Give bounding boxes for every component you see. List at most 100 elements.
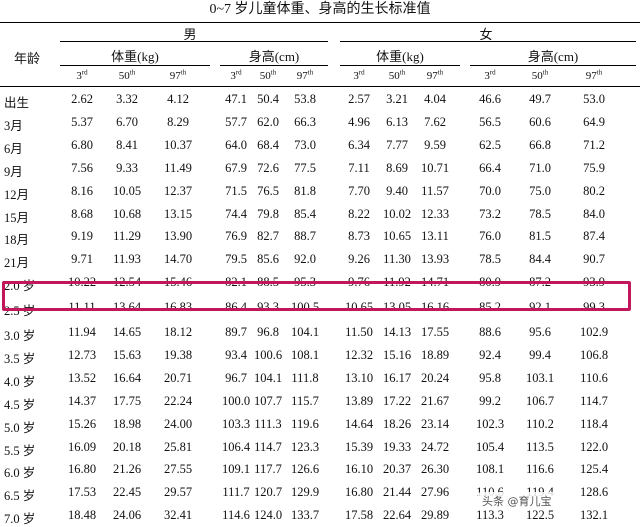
percentile-header: 97th — [568, 68, 620, 82]
table-cell: 103.3 — [221, 416, 251, 431]
table-cell: 16.64 — [112, 370, 142, 385]
table-cell: 96.8 — [257, 325, 279, 339]
table-cell: 18.12 — [163, 325, 193, 339]
table-cell: 107.7 — [253, 393, 283, 408]
row-age-label: 5.5 岁 — [4, 443, 36, 458]
female-underline — [340, 41, 636, 42]
table-cell: 17.58 — [344, 508, 374, 523]
table-cell: 14.13 — [382, 325, 412, 339]
table-cell: 113.3 — [476, 508, 504, 523]
table-cell: 64.9 — [583, 114, 605, 129]
table-cell: 133.7 — [290, 508, 320, 523]
table-cell: 11.49 — [164, 160, 192, 175]
percentile-header: 50th — [105, 68, 149, 82]
table-cell: 27.96 — [420, 485, 450, 500]
table-cell: 13.52 — [67, 370, 97, 385]
table-cell: 9.59 — [424, 137, 446, 152]
table-cell: 10.05 — [112, 183, 142, 198]
table-cell: 56.5 — [479, 114, 501, 129]
table-cell: 18.26 — [382, 416, 412, 431]
table-cell: 18.48 — [67, 508, 97, 523]
table-cell: 102.9 — [579, 325, 609, 339]
table-cell: 11.93 — [113, 252, 141, 267]
table-cell: 11.50 — [345, 325, 373, 339]
table-cell: 8.69 — [386, 160, 408, 175]
table-cell: 11.30 — [383, 252, 411, 267]
table-cell: 24.06 — [112, 508, 142, 523]
table-cell: 88.6 — [479, 325, 501, 339]
female-weight-header: 体重(kg) — [376, 49, 424, 64]
table-cell: 66.4 — [479, 160, 501, 175]
table-cell: 20.71 — [163, 370, 193, 385]
table-cell: 100.0 — [221, 393, 251, 408]
percentile-suffix: th — [596, 68, 603, 77]
age-column-header: 年龄 — [13, 51, 40, 66]
percentile-header: 3rd — [340, 68, 378, 82]
table-cell: 114.7 — [580, 393, 608, 408]
table-cell: 6.70 — [116, 114, 138, 129]
table-cell: 70.0 — [479, 183, 501, 198]
table-cell: 20.24 — [420, 370, 450, 385]
table-cell: 19.33 — [382, 439, 412, 454]
table-cell: 11.57 — [421, 183, 449, 198]
table-cell: 122.0 — [579, 439, 609, 454]
table-cell: 12.73 — [67, 347, 97, 362]
table-cell: 12.33 — [420, 206, 450, 221]
table-cell: 76.9 — [225, 229, 247, 244]
table-cell: 16.80 — [67, 462, 97, 477]
table-cell: 9.40 — [386, 183, 408, 198]
table-cell: 111.7 — [222, 485, 250, 500]
table-cell: 84.4 — [529, 252, 551, 267]
table-cell: 102.3 — [475, 416, 505, 431]
table-cell: 9.33 — [116, 160, 138, 175]
table-cell: 26.30 — [420, 462, 450, 477]
table-cell: 16.80 — [344, 485, 374, 500]
table-cell: 6.80 — [71, 137, 93, 152]
male-weight-header: 体重(kg) — [111, 49, 159, 64]
table-cell: 129.9 — [290, 485, 320, 500]
table-cell: 7.70 — [348, 183, 370, 198]
percentile-suffix: th — [270, 68, 277, 77]
percentile-suffix: th — [542, 68, 549, 77]
table-cell: 79.8 — [257, 206, 279, 221]
percentile-header: 50th — [518, 68, 562, 82]
table-cell: 60.6 — [529, 114, 551, 129]
table-cell: 29.89 — [420, 508, 450, 523]
table-cell: 13.15 — [163, 206, 193, 221]
table-cell: 81.5 — [529, 229, 551, 244]
table-cell: 67.9 — [225, 160, 247, 175]
table-cell: 10.71 — [420, 160, 450, 175]
table-cell: 9.71 — [71, 252, 93, 267]
table-cell: 78.5 — [529, 206, 551, 221]
table-cell: 17.75 — [112, 393, 142, 408]
table-cell: 73.2 — [479, 206, 501, 221]
table-cell: 77.5 — [294, 160, 316, 175]
percentile-number: 50 — [531, 70, 543, 82]
table-cell: 105.4 — [475, 439, 505, 454]
table-cell: 14.70 — [163, 252, 193, 267]
table-cell: 114.7 — [254, 439, 282, 454]
percentile-number: 50 — [388, 70, 400, 82]
table-cell: 76.0 — [479, 229, 501, 244]
row-age-label: 15月 — [4, 210, 30, 225]
table-cell: 87.4 — [583, 229, 605, 244]
table-cell: 10.37 — [163, 137, 193, 152]
table-cell: 29.57 — [163, 485, 193, 500]
percentile-suffix: th — [129, 68, 136, 77]
percentile-suffix: rd — [358, 68, 365, 77]
table-cell: 8.41 — [116, 137, 138, 152]
table-cell: 15.39 — [344, 439, 374, 454]
table-cell: 75.9 — [583, 160, 605, 175]
table-cell: 12.32 — [344, 347, 374, 362]
table-cell: 14.37 — [67, 393, 97, 408]
table-cell: 110.2 — [526, 416, 554, 431]
table-title: 0~7 岁儿童体重、身高的生长标准值 — [209, 2, 431, 17]
percentile-number: 50 — [118, 70, 130, 82]
table-cell: 106.7 — [525, 393, 555, 408]
table-cell: 22.24 — [163, 393, 193, 408]
table-cell: 85.4 — [294, 206, 316, 221]
table-cell: 108.1 — [475, 462, 505, 477]
table-cell: 18.89 — [420, 347, 450, 362]
table-cell: 57.7 — [225, 114, 247, 129]
table-cell: 9.26 — [348, 252, 370, 267]
